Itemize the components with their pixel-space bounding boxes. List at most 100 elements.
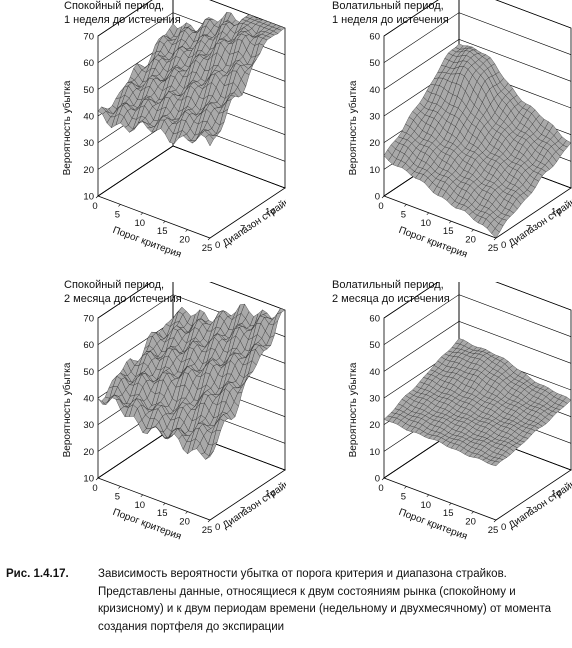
z-tick-label: 0 xyxy=(375,474,380,485)
z-tick-label: 0 xyxy=(375,192,380,203)
x-tick-mark xyxy=(448,220,452,224)
x-axis-label: Порог критерия xyxy=(397,507,469,543)
x-tick-label: 20 xyxy=(179,517,190,528)
chart-title-line2: 1 неделя до истечения xyxy=(332,14,449,26)
x-tick-label: 0 xyxy=(92,483,97,494)
z-tick-label: 30 xyxy=(83,138,94,149)
z-gridline xyxy=(383,320,572,372)
z-axis-label: Вероятность убытка xyxy=(61,80,73,175)
x-tick-label: 25 xyxy=(488,243,499,254)
x-tick-label: 25 xyxy=(202,525,213,536)
z-gridline xyxy=(383,0,572,37)
z-axis-label: Вероятность убытка xyxy=(347,362,359,457)
z-tick-label: 10 xyxy=(83,192,94,203)
x-tick-label: 0 xyxy=(92,201,97,212)
x-tick-label: 5 xyxy=(115,491,120,502)
x-tick-label: 10 xyxy=(421,218,432,229)
chart-panel-calm-2months: Спокойный период, 2 месяца до истечения … xyxy=(0,279,286,564)
surface-chart-calm-2months: 102030405060700510152025071421Порог крит… xyxy=(61,282,286,542)
x-axis-label: Порог критерия xyxy=(111,225,183,261)
x-tick-label: 15 xyxy=(157,508,168,519)
x-tick-label: 15 xyxy=(443,508,454,519)
x-tick-mark xyxy=(207,237,211,241)
chart-panel-volatile-2months: Волатильный период, 2 месяца до истечени… xyxy=(286,279,572,564)
chart-title-line1: Волатильный период, xyxy=(332,279,444,291)
surface xyxy=(383,338,572,467)
chart-title-line1: Волатильный период, xyxy=(332,0,444,12)
z-gridline xyxy=(97,282,286,319)
x-tick-mark xyxy=(381,477,385,481)
x-tick-mark xyxy=(162,502,166,506)
y-axis-label: Диапазон страйков xyxy=(221,191,286,250)
x-tick-label: 0 xyxy=(378,201,383,212)
figure-label: Рис. 1.4.17. xyxy=(6,568,69,580)
y-tick-label: 0 xyxy=(215,522,220,533)
z-tick-label: 60 xyxy=(369,32,380,43)
z-tick-label: 30 xyxy=(83,420,94,431)
x-tick-label: 5 xyxy=(401,209,406,220)
z-axis-label: Вероятность убытка xyxy=(347,80,359,175)
chart-title-line2: 2 месяца до истечения xyxy=(332,293,450,305)
surface-cell xyxy=(205,134,214,147)
y-tick-label: 14 xyxy=(265,207,276,218)
x-tick-mark xyxy=(118,486,121,489)
z-tick-label: 40 xyxy=(83,112,94,123)
surface-cell xyxy=(491,228,500,238)
x-tick-label: 20 xyxy=(179,235,190,246)
surface xyxy=(97,303,286,460)
z-tick-label: 60 xyxy=(83,340,94,351)
z-tick-label: 10 xyxy=(83,474,94,485)
x-tick-mark xyxy=(185,511,188,514)
x-tick-mark xyxy=(118,204,121,207)
x-tick-label: 15 xyxy=(157,226,168,237)
z-tick-label: 10 xyxy=(369,165,380,176)
z-tick-label: 40 xyxy=(83,394,94,405)
z-tick-label: 30 xyxy=(369,394,380,405)
x-tick-label: 25 xyxy=(202,243,213,254)
x-tick-mark xyxy=(95,195,99,199)
x-tick-mark xyxy=(404,204,407,207)
x-tick-mark xyxy=(493,237,497,241)
y-tick-label: 7 xyxy=(526,223,531,234)
z-tick-label: 40 xyxy=(369,367,380,378)
z-tick-label: 70 xyxy=(83,314,94,325)
y-tick-label: 14 xyxy=(551,207,562,218)
z-tick-label: 60 xyxy=(83,58,94,69)
y-axis-label: Диапазон страйков xyxy=(507,473,572,532)
x-tick-mark xyxy=(493,519,497,523)
surface-chart-volatile-2months: 01020304050600510152025071421Порог крите… xyxy=(347,282,572,543)
x-tick-mark xyxy=(381,195,385,199)
surface-cell xyxy=(491,461,500,467)
z-tick-label: 50 xyxy=(83,367,94,378)
z-tick-label: 50 xyxy=(83,85,94,96)
x-tick-mark xyxy=(140,212,144,216)
x-tick-label: 15 xyxy=(443,226,454,237)
x-tick-label: 10 xyxy=(421,500,432,511)
z-gridline xyxy=(383,294,572,345)
chart-title-line2: 2 месяца до истечения xyxy=(64,293,182,305)
x-tick-label: 20 xyxy=(465,235,476,246)
surface-cell xyxy=(205,450,214,460)
surface-cell xyxy=(204,17,214,20)
chart-title-line1: Спокойный период, xyxy=(64,279,165,291)
x-tick-mark xyxy=(95,477,99,481)
y-tick-label: 7 xyxy=(240,505,245,516)
z-axis-label: Вероятность убытка xyxy=(61,362,73,457)
x-tick-label: 0 xyxy=(378,483,383,494)
surface xyxy=(383,43,572,238)
x-tick-label: 25 xyxy=(488,525,499,536)
y-tick-label: 0 xyxy=(501,522,506,533)
z-gridline xyxy=(383,282,572,319)
y-tick-label: 14 xyxy=(265,489,276,500)
z-tick-label: 40 xyxy=(369,85,380,96)
z-tick-label: 20 xyxy=(369,420,380,431)
z-tick-label: 50 xyxy=(369,58,380,69)
x-tick-mark xyxy=(426,494,430,498)
x-tick-mark xyxy=(426,212,430,216)
z-tick-label: 30 xyxy=(369,112,380,123)
x-tick-label: 10 xyxy=(135,500,146,511)
x-tick-mark xyxy=(404,486,407,489)
x-tick-mark xyxy=(448,502,452,506)
y-tick-label: 7 xyxy=(240,223,245,234)
surface xyxy=(97,11,286,147)
